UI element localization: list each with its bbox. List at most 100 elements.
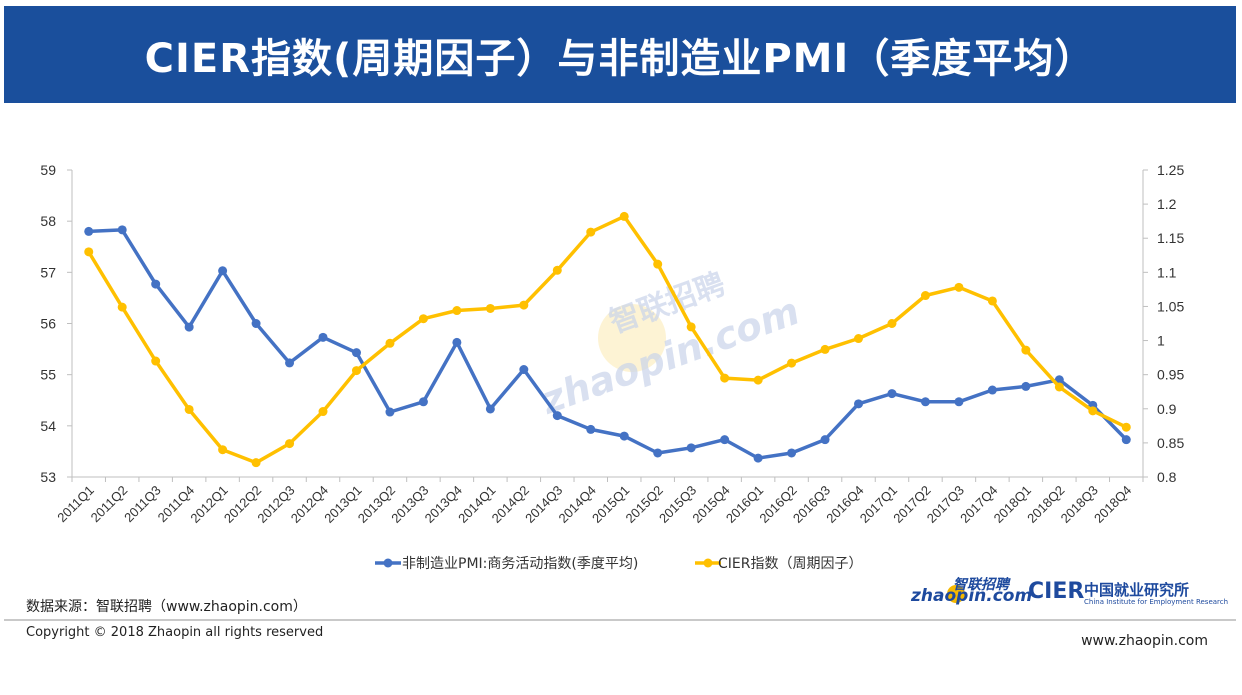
data-point — [920, 397, 930, 407]
right-tick-label: 1.25 — [1157, 162, 1184, 178]
data-point — [753, 453, 763, 463]
data-point — [987, 296, 997, 306]
x-tick-label: 2018Q4 — [1091, 483, 1134, 526]
data-point — [117, 302, 127, 312]
data-point — [318, 407, 328, 417]
data-point — [117, 225, 127, 235]
data-point — [218, 266, 228, 276]
legend-swatch-marker — [383, 558, 393, 568]
zhaopin-logo-cn: 智联招聘 — [953, 577, 1009, 593]
data-point — [385, 338, 395, 348]
zhaopin-logo: 智联招聘 zhaopin.com — [911, 574, 1032, 608]
chart-legend: 非制造业PMI:商务活动指数(季度平均) CIER指数（周期因子） — [375, 556, 862, 572]
data-point — [653, 448, 663, 458]
right-tick-label: 1.2 — [1157, 196, 1177, 212]
left-tick-label: 53 — [40, 469, 56, 485]
left-tick-label: 59 — [40, 162, 56, 178]
data-point — [519, 365, 529, 375]
right-tick-label: 1.15 — [1157, 230, 1184, 246]
data-point — [184, 404, 194, 414]
data-point — [151, 279, 161, 289]
data-point — [452, 306, 462, 316]
data-point — [418, 314, 428, 324]
cier-logo-cn: 中国就业研究所 — [1084, 581, 1190, 599]
left-tick-label: 54 — [40, 418, 56, 434]
data-point — [854, 334, 864, 344]
cier-logo-en: China Institute for Employment Research — [1084, 598, 1229, 606]
data-point — [887, 389, 897, 399]
data-point — [820, 435, 830, 445]
data-point — [753, 375, 763, 385]
data-point — [619, 211, 629, 221]
copyright: Copyright © 2018 Zhaopin all rights rese… — [26, 625, 324, 640]
data-point — [418, 397, 428, 407]
data-point — [452, 337, 462, 347]
data-point — [1121, 435, 1131, 445]
data-point — [787, 358, 797, 368]
data-source: 数据来源：智联招聘（www.zhaopin.com） — [26, 599, 307, 615]
data-point — [987, 385, 997, 395]
data-point — [720, 435, 730, 445]
title-banner: CIER指数(周期因子）与非制造业PMI（季度平均） — [4, 6, 1236, 103]
data-point — [251, 458, 261, 468]
data-point — [84, 247, 94, 257]
data-point — [251, 319, 261, 328]
right-tick-label: 0.95 — [1157, 367, 1184, 383]
left-tick-label: 58 — [40, 213, 56, 229]
legend-item-pmi[interactable]: 非制造业PMI:商务活动指数(季度平均) — [375, 556, 638, 572]
right-tick-label: 0.85 — [1157, 435, 1184, 451]
data-point — [552, 411, 562, 421]
data-point — [720, 373, 730, 383]
footer-divider — [4, 619, 1236, 621]
data-point — [686, 322, 696, 332]
legend-label: CIER指数（周期因子） — [718, 556, 862, 572]
data-point — [351, 366, 361, 376]
right-tick-label: 1.1 — [1157, 264, 1177, 280]
data-point — [285, 358, 295, 368]
legend-item-cier[interactable]: CIER指数（周期因子） — [695, 556, 862, 572]
data-point — [519, 300, 529, 310]
series-line — [88, 228, 1128, 460]
chart-series — [84, 211, 1131, 468]
data-point — [151, 356, 161, 366]
data-point — [1021, 381, 1031, 391]
watermark-circle — [598, 304, 666, 372]
website-link[interactable]: www.zhaopin.com — [1081, 633, 1208, 649]
left-tick-label: 57 — [40, 264, 56, 280]
x-tick-label: 2011Q2 — [88, 483, 131, 526]
data-point — [184, 322, 194, 332]
data-point — [854, 399, 864, 409]
x-tick-label: 2011Q3 — [121, 483, 164, 526]
data-point — [1021, 345, 1031, 355]
data-point — [954, 282, 964, 292]
page-title: CIER指数(周期因子）与非制造业PMI（季度平均） — [144, 35, 1096, 82]
data-point — [653, 259, 663, 269]
data-point — [820, 344, 830, 354]
left-tick-label: 55 — [40, 367, 56, 383]
data-point — [485, 404, 495, 414]
data-point — [954, 397, 964, 407]
data-point — [285, 439, 295, 449]
legend-label: 非制造业PMI:商务活动指数(季度平均) — [402, 556, 638, 572]
data-point — [1088, 406, 1098, 416]
x-tick-label: 2011Q1 — [54, 483, 97, 526]
data-point — [887, 319, 897, 328]
data-point — [586, 424, 596, 434]
data-point — [920, 291, 930, 301]
cier-logo-mark: CIER — [1028, 579, 1085, 604]
data-point — [218, 445, 228, 455]
logo-dot-icon — [947, 585, 965, 603]
data-point — [787, 448, 797, 458]
zhaopin-logo-en: zhaopin.com — [911, 586, 1033, 606]
right-tick-label: 0.8 — [1157, 469, 1177, 485]
data-point — [1121, 422, 1131, 432]
data-point — [619, 431, 629, 441]
data-point — [686, 443, 696, 453]
series-line — [87, 214, 1128, 465]
data-point — [485, 303, 495, 313]
series-pmi — [84, 225, 1131, 463]
data-point — [84, 226, 94, 236]
right-tick-label: 1 — [1157, 333, 1165, 349]
legend-swatch-marker — [703, 558, 713, 568]
